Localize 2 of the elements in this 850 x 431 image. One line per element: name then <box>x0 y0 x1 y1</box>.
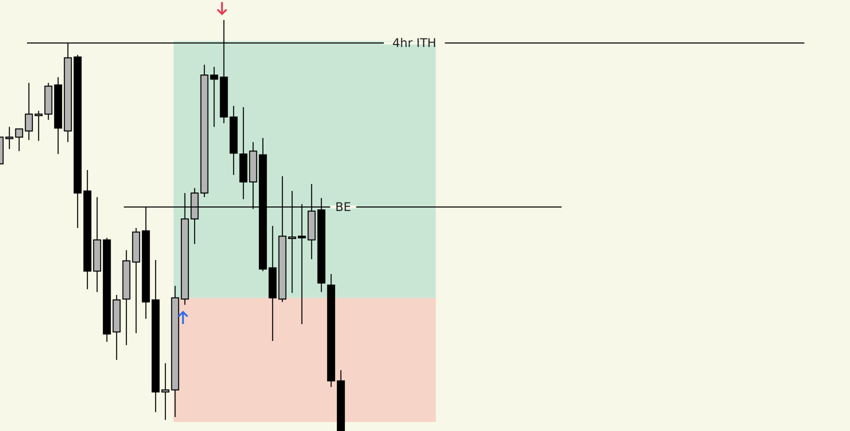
ref-line-label: BE <box>335 200 352 214</box>
ref-line-label: 4hr ITH <box>392 36 436 50</box>
